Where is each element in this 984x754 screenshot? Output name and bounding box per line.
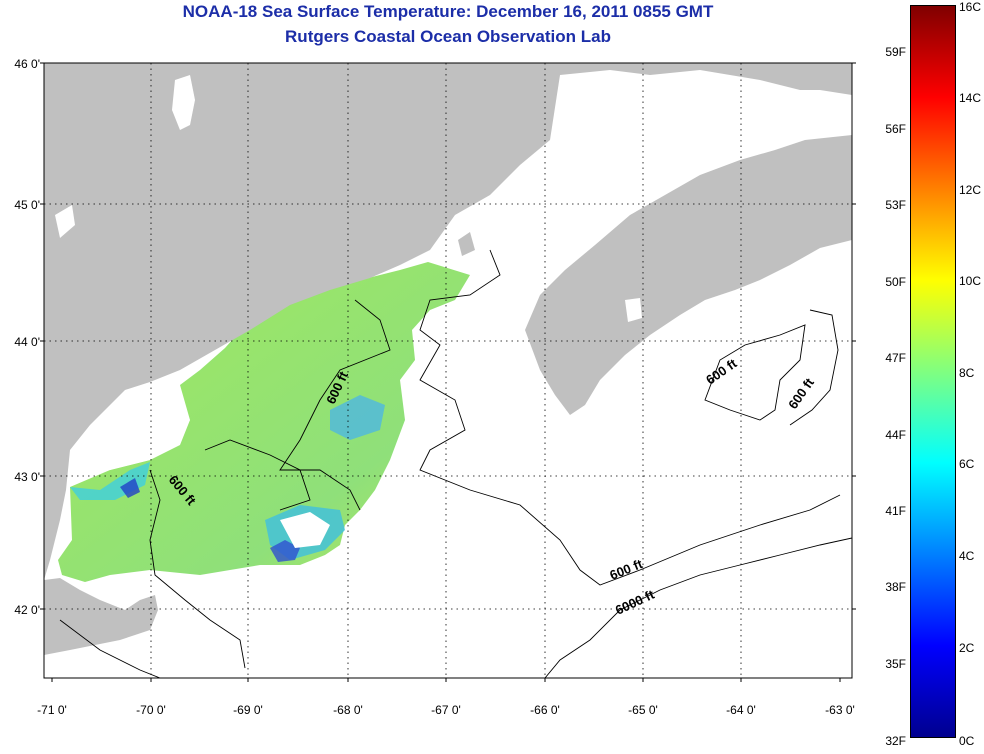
land-island: [458, 232, 475, 256]
land-cape-cod: [44, 578, 158, 655]
contour-600-line: [419, 249, 841, 586]
colorbar-fahrenheit-label: 38F: [885, 580, 906, 594]
colorbar-fahrenheit-label: 41F: [885, 504, 906, 518]
colorbar-celsius-label: 4C: [959, 549, 975, 563]
land-nova-scotia: [525, 135, 852, 415]
colorbar-celsius-label: 14C: [959, 91, 982, 105]
lake: [172, 75, 195, 130]
longitude-label: -63 0': [825, 703, 855, 717]
latitude-label: 46 0': [14, 57, 40, 71]
colorbar-fahrenheit-label: 56F: [885, 122, 906, 136]
longitude-label: -71 0': [37, 703, 67, 717]
axis-ticks: [40, 62, 856, 682]
sst-swath: [58, 262, 470, 582]
cloud-gap: [280, 512, 330, 548]
longitude-label: -69 0': [233, 703, 263, 717]
colorbar-fahrenheit-label: 50F: [885, 275, 906, 289]
longitude-label: -67 0': [431, 703, 461, 717]
colorbar-celsius-label: 0C: [959, 734, 975, 748]
colorbar-fahrenheit-label: 47F: [885, 351, 906, 365]
longitude-label: -70 0': [136, 703, 166, 717]
land-cape-breton: [770, 63, 852, 95]
land-mainland: [44, 63, 852, 580]
colorbar-celsius-label: 2C: [959, 641, 975, 655]
latitude-label: 44 0': [14, 335, 40, 349]
longitude-label: -66 0': [530, 703, 560, 717]
longitude-label: -68 0': [333, 703, 363, 717]
colorbar-celsius-label: 12C: [959, 183, 982, 197]
contour-600-line: [704, 324, 806, 421]
colorbar-fahrenheit-label: 32F: [885, 734, 906, 748]
colorbar-celsius-label: 8C: [959, 366, 975, 380]
graticule: [44, 63, 852, 678]
map-subtitle: Rutgers Coastal Ocean Observation Lab: [285, 27, 611, 46]
longitude-label: -64 0': [726, 703, 756, 717]
sst-cool-band: [330, 395, 385, 440]
cloud-gap: [90, 400, 190, 470]
colorbar-fahrenheit-label: 59F: [885, 45, 906, 59]
contour-600-line: [204, 439, 311, 511]
contour-600-line: [149, 469, 246, 669]
bathymetry-contours: [59, 249, 852, 678]
colorbar-celsius-label: 10C: [959, 274, 982, 288]
lake: [55, 205, 75, 238]
map-title: NOAA-18 Sea Surface Temperature: Decembe…: [182, 2, 714, 21]
longitude-label: -65 0': [628, 703, 658, 717]
colorbar-celsius-label: 16C: [959, 0, 982, 14]
contour-6000-line: [59, 619, 161, 678]
contour-600-line: [279, 299, 391, 511]
contour-600-line: [789, 309, 839, 426]
latitude-label: 42 0': [14, 603, 40, 617]
map-frame: [43, 62, 853, 679]
sst-cool-band: [270, 540, 300, 562]
contour-6000-line: [544, 537, 852, 678]
colorbar-fahrenheit-label: 35F: [885, 657, 906, 671]
temperature-colorbar: [910, 5, 956, 738]
sst-cool-band: [120, 478, 140, 498]
colorbar-celsius-label: 6C: [959, 457, 975, 471]
colorbar-fahrenheit-label: 53F: [885, 198, 906, 212]
latitude-label: 43 0': [14, 470, 40, 484]
lake: [625, 298, 642, 322]
colorbar-fahrenheit-label: 44F: [885, 428, 906, 442]
latitude-label: 45 0': [14, 198, 40, 212]
